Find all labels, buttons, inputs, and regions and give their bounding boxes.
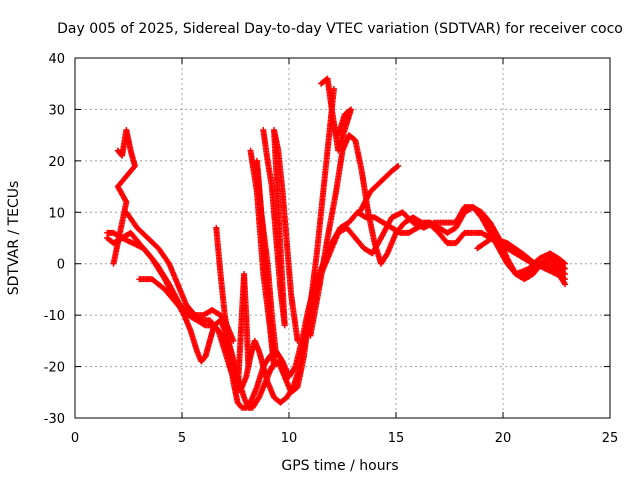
y-tick-label: -10 bbox=[44, 309, 65, 324]
x-tick-label: 25 bbox=[602, 431, 619, 446]
data-point bbox=[560, 259, 567, 266]
data-point bbox=[291, 364, 298, 371]
y-tick-label: 40 bbox=[48, 52, 65, 67]
data-point bbox=[562, 271, 569, 277]
data-point bbox=[245, 363, 252, 370]
x-tick-label: 0 bbox=[71, 431, 79, 446]
x-tick-label: 20 bbox=[495, 431, 512, 446]
chart-title: Day 005 of 2025, Sidereal Day-to-day VTE… bbox=[57, 21, 623, 37]
y-tick-label: 0 bbox=[57, 258, 65, 273]
data-point bbox=[560, 265, 567, 271]
data-point bbox=[289, 385, 296, 392]
data-point bbox=[318, 80, 325, 87]
x-tick-label: 10 bbox=[281, 431, 298, 446]
y-tick-label: 20 bbox=[48, 155, 65, 170]
data-points bbox=[104, 75, 569, 411]
data-point bbox=[110, 260, 117, 267]
data-point bbox=[562, 281, 569, 288]
data-point bbox=[560, 270, 567, 277]
data-point bbox=[319, 79, 326, 86]
x-tick-label: 5 bbox=[178, 431, 186, 446]
data-point bbox=[395, 163, 402, 169]
plot-frame bbox=[74, 57, 611, 419]
x-axis-label: GPS time / hours bbox=[281, 458, 398, 474]
data-point bbox=[560, 275, 567, 282]
y-tick-label: -20 bbox=[44, 361, 65, 376]
data-point bbox=[273, 353, 280, 360]
y-tick-label: -30 bbox=[44, 412, 65, 427]
y-axis-label: SDTVAR / TECUs bbox=[6, 181, 22, 296]
data-point bbox=[562, 265, 569, 272]
x-tick-label: 15 bbox=[388, 431, 405, 446]
data-point bbox=[294, 337, 301, 344]
grid bbox=[75, 58, 610, 418]
data-point bbox=[394, 163, 401, 170]
data-point bbox=[562, 260, 569, 267]
y-tick-label: 30 bbox=[48, 103, 65, 118]
y-tick-label: 10 bbox=[48, 206, 65, 221]
data-point bbox=[562, 276, 569, 283]
